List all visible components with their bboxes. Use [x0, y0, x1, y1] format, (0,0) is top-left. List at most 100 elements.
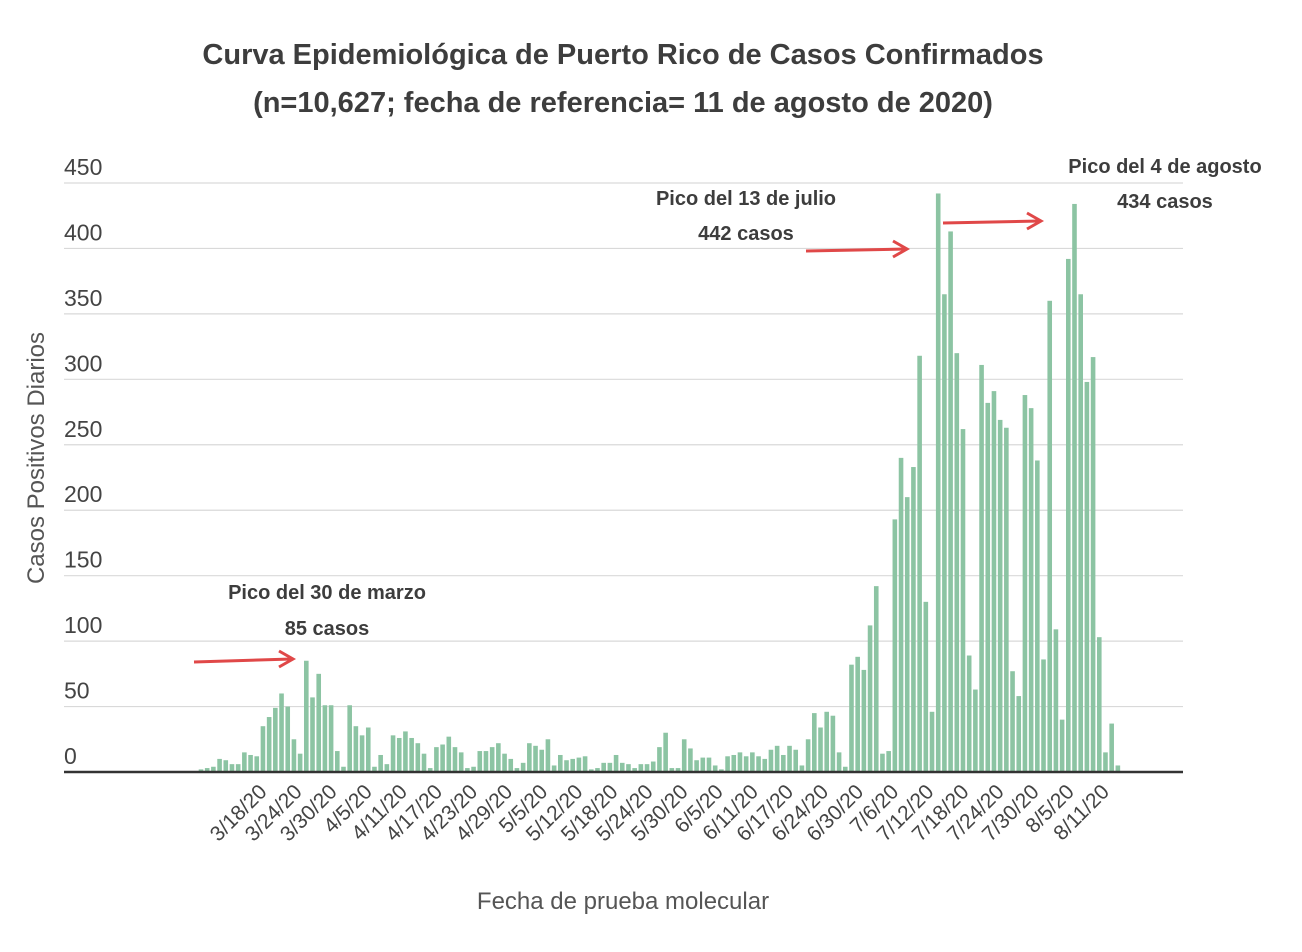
bar: [985, 402, 991, 772]
bar: [898, 457, 904, 772]
bar: [551, 765, 557, 772]
bar: [973, 689, 978, 772]
bar: [285, 706, 291, 772]
chart-title: Curva Epidemiológica de Puerto Rico de C…: [202, 39, 1043, 71]
bar: [1016, 696, 1022, 772]
bar: [750, 752, 755, 772]
bar: [911, 467, 916, 772]
bar: [304, 660, 309, 772]
bar: [446, 736, 452, 772]
bar: [421, 753, 427, 772]
bar: [657, 747, 662, 772]
bar: [533, 745, 538, 772]
bar: [365, 727, 371, 772]
bar: [805, 739, 811, 772]
bar: [663, 732, 668, 772]
bar: [960, 429, 966, 772]
bar: [917, 355, 922, 772]
bar: [818, 727, 823, 772]
y-tick-label: 350: [64, 285, 102, 311]
bar: [781, 754, 786, 772]
bar: [743, 756, 749, 772]
bar: [1066, 258, 1071, 772]
bar: [353, 726, 359, 772]
bar: [527, 743, 532, 772]
bar: [842, 766, 848, 772]
bar: [223, 760, 229, 772]
bar: [613, 754, 619, 772]
y-tick-label: 150: [64, 547, 102, 573]
bar: [514, 768, 520, 772]
bar: [471, 766, 476, 772]
bar: [880, 753, 885, 772]
bar: [1078, 294, 1083, 772]
bar: [1090, 357, 1096, 772]
chart-subtitle: (n=10,627; fecha de referencia= 11 de ag…: [253, 87, 993, 119]
bar: [279, 693, 284, 772]
bar: [1109, 723, 1114, 772]
bar: [935, 193, 941, 773]
bar: [954, 353, 960, 772]
y-tick-label: 100: [64, 612, 102, 638]
bars: [198, 193, 1121, 773]
bar: [409, 737, 414, 772]
bar: [310, 697, 315, 772]
bar: [1004, 427, 1009, 772]
bar: [681, 739, 687, 772]
annotation-march-line1: Pico del 30 de marzo: [228, 582, 426, 604]
bar: [855, 656, 860, 772]
y-axis-ticks: 0 50 100 150 200 250 300 350 400 450: [64, 154, 102, 769]
bar: [830, 715, 836, 772]
y-tick-label: 200: [64, 481, 102, 507]
bar: [861, 669, 867, 772]
bar: [1047, 300, 1053, 772]
y-axis-label: Casos Positivos Diarios: [23, 332, 50, 584]
bar: [867, 625, 873, 772]
bar: [725, 756, 730, 772]
bar: [1084, 381, 1090, 772]
arrow-march-peak: [193, 657, 293, 664]
bar: [1096, 637, 1102, 772]
bar: [836, 752, 842, 772]
bar: [1028, 408, 1034, 772]
x-axis-ticks: 3/18/203/24/203/30/204/5/204/11/204/17/2…: [206, 780, 1114, 846]
bar: [496, 743, 501, 772]
y-tick-label: 450: [64, 154, 102, 180]
bar: [458, 752, 464, 772]
gridlines: [64, 182, 1183, 708]
bar: [483, 751, 489, 772]
bar: [570, 758, 575, 772]
bar: [465, 768, 470, 772]
bar: [1115, 765, 1121, 772]
bar: [923, 601, 929, 772]
y-tick-label: 0: [64, 743, 77, 769]
bar: [588, 769, 594, 772]
bar: [700, 757, 706, 772]
annotation-march-peak: Pico del 30 de marzo 85 casos: [193, 582, 426, 669]
bar: [384, 764, 390, 772]
bar: [502, 753, 507, 772]
bar: [991, 391, 997, 772]
bar: [452, 747, 458, 772]
bar: [266, 717, 272, 772]
bar: [644, 764, 650, 772]
bar: [812, 713, 817, 772]
bar: [254, 756, 260, 772]
y-tick-label: 250: [64, 416, 102, 442]
annotation-august-line1: Pico del 4 de agosto: [1068, 156, 1261, 178]
bar: [675, 768, 681, 772]
bar: [948, 231, 953, 772]
bar: [440, 744, 445, 772]
bar: [824, 711, 829, 772]
bar: [774, 745, 780, 772]
y-tick-label: 50: [64, 678, 90, 704]
bar: [768, 749, 774, 772]
bar: [539, 749, 545, 772]
bar: [997, 419, 1003, 772]
bar: [217, 758, 222, 772]
bar: [558, 754, 563, 772]
annotation-july-peak: Pico del 13 de julio 442 casos: [656, 188, 911, 259]
bar: [211, 766, 216, 772]
bar: [626, 764, 631, 772]
bar: [390, 735, 396, 772]
